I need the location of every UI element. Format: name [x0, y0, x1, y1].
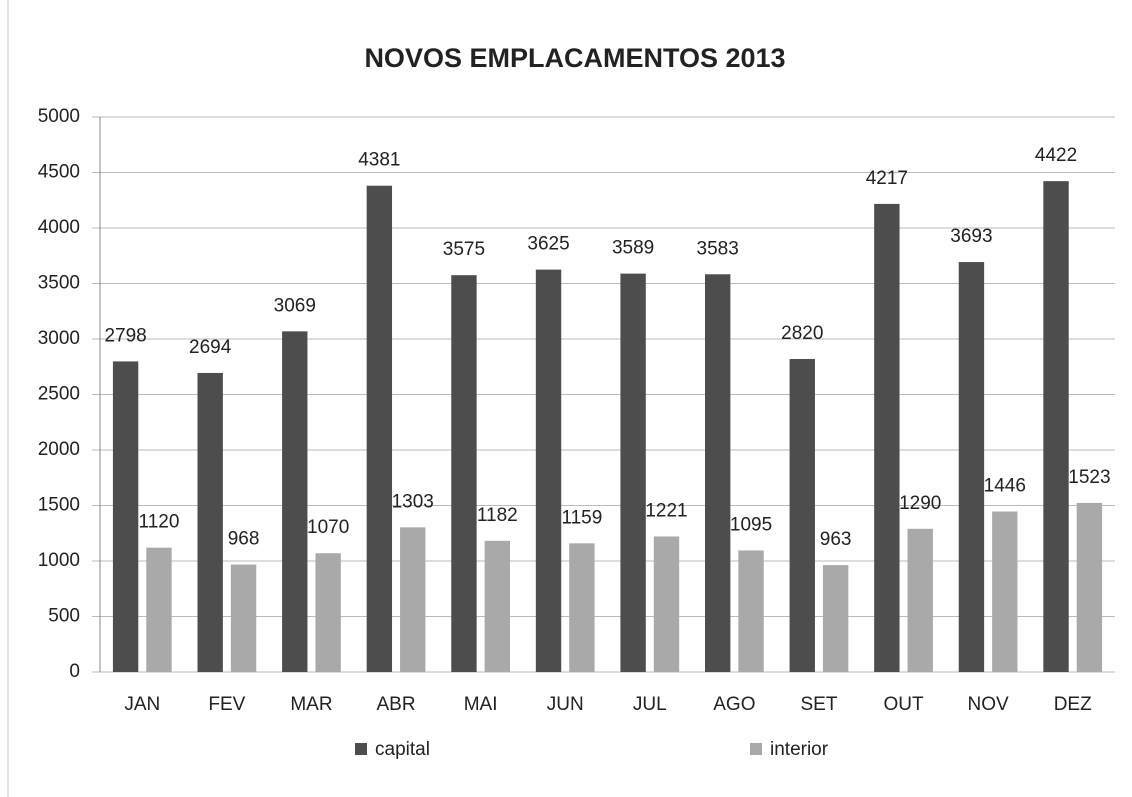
bar: [535, 269, 562, 672]
data-label: 1159: [561, 507, 602, 528]
x-tick-label: NOV: [968, 694, 1010, 715]
y-tick-label: 4500: [38, 162, 80, 183]
bar: [400, 527, 426, 672]
chart-title: NOVOS EMPLACAMENTOS 2013: [364, 43, 785, 73]
data-label: 1221: [645, 500, 687, 521]
bar: [451, 275, 477, 672]
bar: [282, 331, 308, 672]
bar: [822, 565, 849, 672]
bar: [705, 274, 731, 672]
legend-label: interior: [770, 739, 829, 760]
data-label: 3575: [443, 239, 485, 260]
bar: [620, 273, 646, 672]
x-tick-label: ABR: [377, 694, 416, 715]
bar: [197, 372, 223, 672]
legend-swatch: [355, 743, 367, 755]
bar: [112, 361, 139, 672]
legend-swatch: [750, 743, 762, 755]
x-tick-label: JAN: [124, 694, 160, 715]
x-tick-label: SET: [800, 694, 837, 715]
y-tick-label: 3500: [38, 273, 80, 294]
bar: [484, 540, 510, 672]
data-label: 3589: [612, 238, 654, 259]
data-label: 1070: [307, 517, 349, 538]
data-label: 968: [228, 529, 260, 550]
data-label: 3069: [274, 295, 316, 316]
x-tick-label: MAI: [464, 694, 498, 715]
data-label: 1446: [984, 476, 1026, 497]
data-label: 1120: [139, 512, 180, 533]
data-label: 1182: [477, 505, 518, 526]
x-tick-label: JUL: [633, 694, 667, 715]
x-tick-label: FEV: [208, 694, 245, 715]
bar: [738, 550, 764, 672]
y-tick-label: 0: [69, 661, 80, 682]
data-label: 2798: [104, 325, 146, 346]
data-label: 4422: [1035, 145, 1077, 166]
data-label: 1523: [1068, 467, 1110, 488]
bar: [789, 358, 815, 672]
bar: [992, 511, 1018, 672]
data-label: 1303: [392, 491, 434, 512]
data-label: 3693: [950, 226, 992, 247]
x-tick-label: MAR: [290, 694, 332, 715]
y-tick-label: 500: [48, 606, 80, 627]
x-tick-label: JUN: [547, 694, 584, 715]
data-label: 2820: [781, 323, 823, 344]
x-tick-label: DEZ: [1054, 694, 1092, 715]
bar: [653, 536, 680, 672]
y-tick-label: 3000: [38, 328, 80, 349]
y-tick-label: 2000: [38, 439, 80, 460]
y-tick-label: 5000: [38, 106, 80, 127]
bar: [366, 185, 393, 673]
y-tick-label: 1500: [38, 495, 80, 516]
data-label: 1095: [730, 514, 772, 535]
y-tick-label: 2500: [38, 384, 80, 405]
data-label: 4217: [866, 168, 908, 189]
data-label: 4381: [358, 150, 400, 171]
data-label: 1290: [899, 493, 941, 514]
y-tick-label: 1000: [38, 550, 80, 571]
bar: [958, 262, 985, 672]
bar: [569, 543, 595, 672]
x-tick-label: OUT: [883, 694, 924, 715]
bar: [230, 564, 257, 672]
bar: [146, 547, 172, 672]
bar: [907, 528, 933, 672]
data-label: 3583: [697, 238, 739, 259]
bar: [1076, 502, 1103, 672]
bar: [1043, 181, 1069, 672]
bar: [315, 553, 341, 672]
legend-label: capital: [375, 739, 430, 760]
bar: [874, 203, 900, 672]
data-label: 2694: [189, 337, 232, 358]
x-tick-label: AGO: [713, 694, 755, 715]
y-tick-label: 4000: [38, 217, 80, 238]
data-label: 3625: [527, 234, 569, 255]
data-label: 963: [820, 529, 852, 550]
